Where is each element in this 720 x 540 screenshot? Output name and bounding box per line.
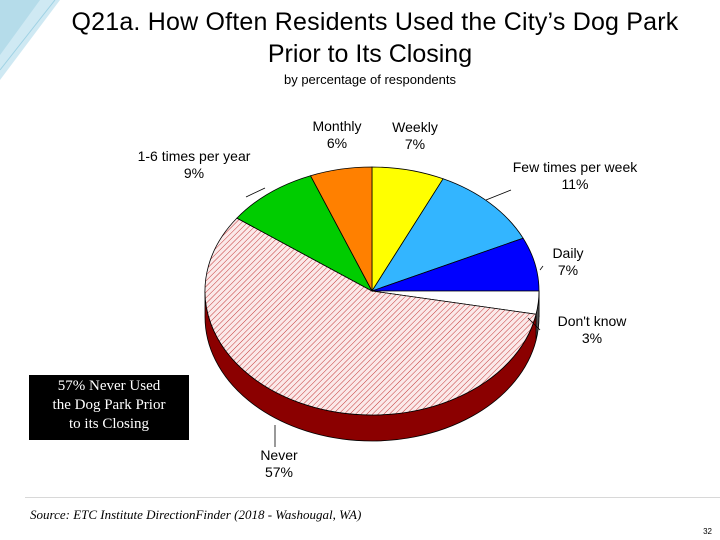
page-number: 32 bbox=[703, 527, 712, 536]
callout-line1: 57% Never Used bbox=[57, 378, 161, 394]
callout-line2: the Dog Park Prior bbox=[52, 397, 166, 413]
label-1-6-times: 1-6 times per year bbox=[138, 148, 251, 164]
label-never: Never bbox=[260, 447, 298, 463]
label-dont-know: Don't know bbox=[558, 313, 628, 329]
value-monthly: 6% bbox=[327, 135, 347, 151]
pie-slice-few-times-per-week bbox=[371, 178, 524, 292]
value-never: 57% bbox=[265, 464, 293, 480]
value-few-times-per-week: 11% bbox=[562, 176, 589, 192]
leader-line-2 bbox=[539, 265, 544, 271]
leader-line-3 bbox=[527, 317, 541, 331]
leader-line-0 bbox=[245, 187, 266, 198]
footer-divider bbox=[25, 497, 720, 498]
chart-subtitle: by percentage of respondents bbox=[283, 72, 456, 87]
pie-slice-never bbox=[204, 217, 537, 416]
label-few-times-per-week: Few times per week bbox=[513, 159, 638, 175]
chart-title-line2: Prior to Its Closing bbox=[267, 40, 473, 68]
value-weekly: 7% bbox=[405, 136, 425, 152]
callout-box: 57% Never Used the Dog Park Prior to its… bbox=[29, 375, 189, 440]
callout-line3: to its Closing bbox=[68, 416, 150, 432]
pie-slice-monthly bbox=[309, 166, 373, 292]
pie-slice-1-6-times-per-year bbox=[236, 175, 373, 292]
value-daily: 7% bbox=[558, 262, 578, 278]
label-daily: Daily bbox=[552, 245, 583, 261]
leader-lines bbox=[245, 187, 544, 447]
value-1-6-times: 9% bbox=[184, 165, 204, 181]
label-weekly: Weekly bbox=[392, 119, 438, 135]
pie-slices bbox=[204, 166, 540, 416]
slide-corner-decoration bbox=[0, 0, 60, 80]
source-note: Source: ETC Institute DirectionFinder (2… bbox=[30, 507, 362, 522]
value-dont-know: 3% bbox=[582, 330, 602, 346]
chart-title-line1: Q21a. How Often Residents Used the City’… bbox=[71, 8, 679, 36]
leader-line-1 bbox=[485, 189, 512, 201]
label-monthly: Monthly bbox=[312, 118, 361, 134]
